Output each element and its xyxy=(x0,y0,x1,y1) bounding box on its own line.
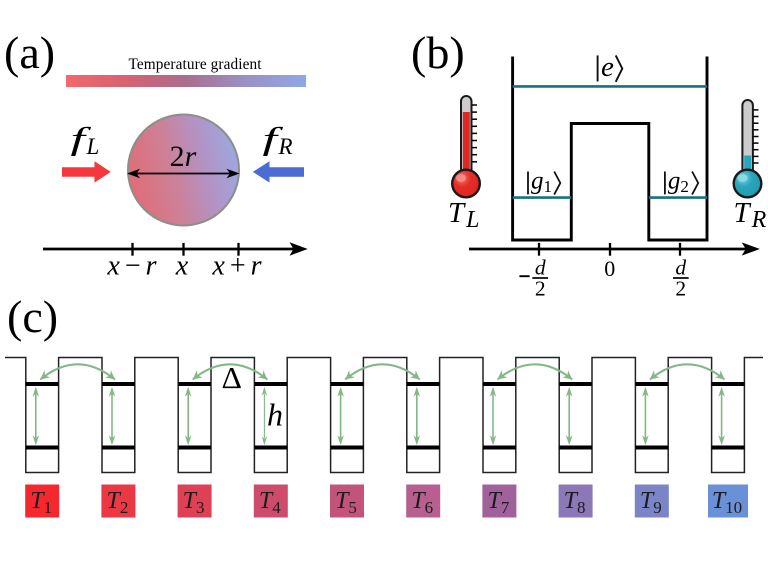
svg-text:2r: 2r xyxy=(170,140,197,173)
svg-text:0: 0 xyxy=(604,256,615,281)
svg-text:(a): (a) xyxy=(4,27,55,78)
svg-text:d: d xyxy=(675,256,686,280)
svg-text:1: 1 xyxy=(544,177,553,196)
svg-text:(b): (b) xyxy=(411,27,465,78)
svg-text:x−r: x − r xyxy=(106,251,156,282)
svg-text:x+r: x + r xyxy=(211,251,261,282)
svg-text:Δ: Δ xyxy=(222,360,243,395)
svg-text:g: g xyxy=(668,168,681,195)
svg-text:g: g xyxy=(531,168,544,195)
svg-text:R: R xyxy=(278,134,293,159)
svg-text:e: e xyxy=(601,51,614,83)
svg-text:TR: TR xyxy=(734,197,767,233)
svg-text:2: 2 xyxy=(535,277,546,301)
svg-text:h: h xyxy=(267,397,283,433)
svg-text:Temperature gradient: Temperature gradient xyxy=(129,56,263,73)
svg-text:(c): (c) xyxy=(7,291,58,342)
svg-text:2: 2 xyxy=(680,177,689,196)
svg-text:d: d xyxy=(535,256,546,280)
svg-text:TL: TL xyxy=(448,197,480,233)
svg-text:x: x xyxy=(175,251,189,282)
svg-text:2: 2 xyxy=(675,277,686,301)
svg-text:L: L xyxy=(86,134,100,159)
